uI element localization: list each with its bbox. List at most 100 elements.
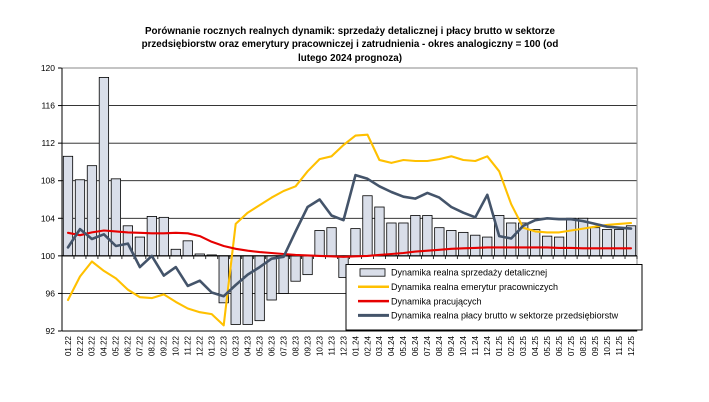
x-axis-label: 12.23 <box>339 335 348 356</box>
x-axis-label: 09.23 <box>303 335 312 356</box>
x-axis-label: 10.25 <box>603 335 612 356</box>
retail-sales-bar <box>278 255 289 294</box>
retail-sales-bar <box>242 255 253 325</box>
retail-sales-bar <box>362 195 373 257</box>
chart-title-line3: lutego 2024 prognoza) <box>298 52 402 64</box>
retail-sales-bar <box>326 227 337 257</box>
y-axis-label: 116 <box>41 101 55 111</box>
retail-sales-bar <box>74 179 86 257</box>
x-axis-label: 06.22 <box>124 335 133 356</box>
retail-sales-bar <box>554 236 565 257</box>
legend-label: Dynamika realna sprzedaży detalicznej <box>391 268 547 278</box>
chart-title-line1: Porównanie rocznych realnych dynamik: sp… <box>145 26 555 37</box>
x-axis-label: 04.22 <box>100 335 109 356</box>
x-axis-label: 10.22 <box>172 335 181 356</box>
retail-sales-bar <box>577 217 589 257</box>
retail-sales-bar <box>146 216 157 257</box>
x-axis-label: 05.25 <box>543 335 552 356</box>
legend-label: Dynamika realna płacy brutto w sektorze … <box>391 311 619 321</box>
x-axis-label: 01.23 <box>208 335 217 356</box>
x-axis-label: 08.25 <box>579 335 588 356</box>
x-axis-label: 04.24 <box>387 335 396 356</box>
x-axis-label: 11.23 <box>327 335 336 355</box>
y-axis-label: 120 <box>41 63 55 73</box>
x-axis-label: 10.24 <box>459 335 468 356</box>
retail-sales-bar <box>302 255 313 276</box>
pensions-line <box>66 133 633 327</box>
x-axis-label: 03.23 <box>231 335 240 356</box>
x-axis-label: 07.23 <box>279 335 288 356</box>
x-axis-label: 12.22 <box>196 335 205 356</box>
y-axis-label: 108 <box>41 176 55 186</box>
x-axis-label: 05.23 <box>255 335 264 356</box>
y-axis-label: 100 <box>41 251 55 261</box>
retail-sales-bar <box>566 217 577 257</box>
x-axis-label: 02.22 <box>76 335 85 356</box>
x-axis-label: 02.25 <box>507 335 516 356</box>
legend-label: Dynamika realna emerytur pracowniczych <box>391 282 558 292</box>
x-axis-label: 05.22 <box>112 335 121 356</box>
x-axis-label: 04.23 <box>243 335 252 356</box>
x-axis-label: 07.22 <box>136 335 145 356</box>
y-axis-label: 92 <box>46 326 56 336</box>
legend-box <box>345 264 643 331</box>
x-axis-label: 02.24 <box>363 335 372 356</box>
x-axis-label: 02.23 <box>220 335 229 356</box>
retail-sales-bar <box>613 229 625 257</box>
x-axis-label: 06.23 <box>267 335 276 356</box>
x-axis-label: 03.25 <box>519 335 528 356</box>
retail-sales-bar <box>410 215 421 257</box>
retail-sales-bar <box>589 227 601 257</box>
employment-line <box>66 229 633 258</box>
x-axis-label: 07.24 <box>423 335 432 356</box>
y-axis-label: 112 <box>41 138 55 148</box>
retail-sales-bar <box>98 76 110 257</box>
retail-sales-bar <box>350 228 361 257</box>
retail-sales-bar <box>86 165 98 257</box>
x-axis-label: 09.24 <box>447 335 456 356</box>
retail-sales-bar <box>386 222 397 257</box>
x-axis-label: 03.22 <box>88 335 97 356</box>
retail-sales-bar <box>601 229 613 257</box>
x-axis-label: 12.25 <box>627 335 636 356</box>
x-axis-label: 09.22 <box>160 335 169 356</box>
retail-sales-bar <box>542 235 553 257</box>
retail-sales-bar <box>470 234 481 257</box>
x-axis-label: 03.24 <box>375 335 384 356</box>
retail-sales-bar <box>134 236 145 257</box>
x-axis-label: 07.25 <box>567 335 576 356</box>
y-axis-label: 104 <box>41 213 55 223</box>
legend-label: Dynamika pracujących <box>391 296 482 306</box>
retail-sales-bar <box>182 240 193 257</box>
x-axis-label: 09.25 <box>591 335 600 356</box>
retail-sales-bar <box>434 227 445 257</box>
x-axis-label: 08.24 <box>435 335 444 356</box>
chart-title: Porównanie rocznych realnych dynamik: sp… <box>0 25 700 65</box>
x-axis-label: 05.24 <box>399 335 408 356</box>
x-axis-label: 06.24 <box>411 335 420 356</box>
retail-sales-bar <box>446 230 457 257</box>
x-axis-label: 01.25 <box>495 335 504 356</box>
legend-bar-swatch <box>359 268 386 277</box>
x-axis-label: 11.24 <box>471 335 480 355</box>
x-axis-label: 01.24 <box>351 335 360 356</box>
wages-line <box>66 173 633 298</box>
x-axis-label: 08.22 <box>148 335 157 356</box>
chart-title-line2: przedsiębiorstw oraz emerytury pracownic… <box>141 39 559 51</box>
x-axis-label: 01.22 <box>64 335 73 356</box>
x-axis-label: 11.25 <box>615 335 624 355</box>
retail-sales-bar <box>530 229 541 257</box>
x-axis-label: 11.22 <box>184 335 193 355</box>
x-axis-label: 06.25 <box>555 335 564 356</box>
x-axis-label: 12.24 <box>483 335 492 356</box>
x-axis-label: 04.25 <box>531 335 540 356</box>
retail-sales-bar <box>374 206 385 257</box>
retail-sales-bar <box>170 248 181 257</box>
y-axis-label: 96 <box>46 288 56 298</box>
retail-sales-bar <box>290 255 301 282</box>
retail-sales-bar <box>398 222 409 257</box>
retail-sales-bar <box>458 231 469 257</box>
retail-sales-bar <box>625 225 637 257</box>
